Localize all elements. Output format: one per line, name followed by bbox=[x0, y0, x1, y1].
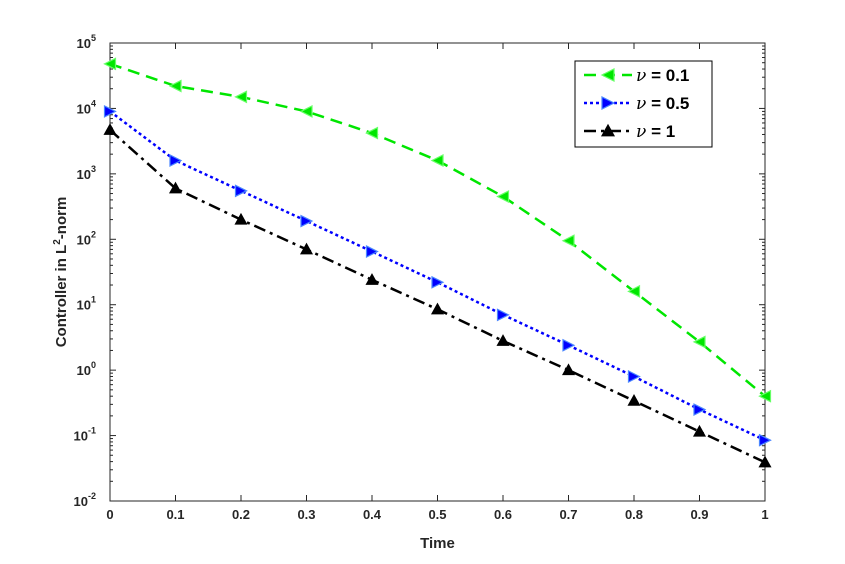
x-tick-label: 0.2 bbox=[232, 507, 250, 522]
legend-entry: ν = 1 bbox=[584, 122, 675, 142]
data-point bbox=[562, 338, 576, 352]
data-point bbox=[496, 190, 510, 204]
data-point bbox=[234, 212, 248, 225]
data-point bbox=[692, 335, 706, 349]
data-point bbox=[627, 284, 641, 298]
data-point bbox=[234, 184, 248, 198]
data-point bbox=[299, 242, 314, 255]
data-point bbox=[103, 104, 117, 118]
y-tick-label: 104 bbox=[77, 98, 96, 116]
data-point bbox=[168, 181, 183, 194]
x-tick-label: 0 bbox=[106, 507, 113, 522]
x-tick-label: 0.7 bbox=[559, 507, 577, 522]
x-tick-label: 0.4 bbox=[363, 507, 382, 522]
data-point bbox=[234, 90, 248, 104]
data-point bbox=[758, 433, 772, 447]
data-point bbox=[430, 154, 444, 167]
legend-entry: ν = 0.1 bbox=[584, 66, 689, 86]
data-point bbox=[496, 334, 510, 346]
y-tick-label: 10-2 bbox=[74, 491, 96, 509]
series-2 bbox=[103, 104, 772, 447]
x-tick-label: 0.3 bbox=[297, 507, 315, 522]
data-point bbox=[758, 389, 772, 403]
data-point bbox=[365, 126, 379, 140]
data-point bbox=[300, 214, 314, 228]
y-axis-label: Controller in L2-norm bbox=[52, 197, 70, 348]
legend-entries: ν = 0.1 ν = 0.5 ν = 1 bbox=[584, 66, 689, 142]
data-point bbox=[103, 57, 117, 71]
y-tick-label: 103 bbox=[77, 164, 96, 182]
x-tick-label: 0.9 bbox=[690, 507, 708, 522]
legend-marker bbox=[600, 123, 616, 137]
series-line bbox=[109, 110, 766, 442]
data-point bbox=[169, 154, 183, 167]
data-point bbox=[561, 363, 576, 376]
y-tick-label: 10-1 bbox=[74, 426, 96, 444]
legend-entry: ν = 0.5 bbox=[584, 94, 689, 114]
axis-ticks: 0 0.1 0.2 0.3 0.4 0.5 0.6 0.7 0.8 0.9 1 10-2 10-1 100… bbox=[74, 33, 769, 522]
data-point bbox=[431, 275, 445, 289]
y-tick-label: 100 bbox=[77, 360, 96, 378]
x-tick-label: 0.8 bbox=[625, 507, 643, 522]
x-tick-label: 0.1 bbox=[166, 507, 184, 522]
x-tick-label: 1 bbox=[761, 507, 768, 522]
legend-label: ν = 1 bbox=[636, 122, 675, 142]
legend-label: ν = 0.5 bbox=[636, 94, 689, 114]
series-3 bbox=[103, 123, 772, 468]
x-tick-label: 0.5 bbox=[428, 507, 446, 522]
y-tick-label: 105 bbox=[77, 33, 96, 51]
data-point bbox=[365, 273, 379, 285]
y-axis-label-superscript: 2 bbox=[52, 239, 63, 245]
data-point bbox=[758, 455, 772, 468]
legend-marker bbox=[600, 68, 615, 82]
series-group bbox=[103, 57, 772, 468]
y-tick-label: 101 bbox=[77, 295, 96, 313]
legend-label: ν = 0.1 bbox=[636, 66, 689, 86]
data-point bbox=[693, 403, 707, 417]
x-tick-label: 0.6 bbox=[494, 507, 512, 522]
legend: ν = 0.1 ν = 0.5 ν = 1 bbox=[574, 60, 713, 148]
data-point bbox=[365, 245, 379, 258]
data-point bbox=[103, 123, 117, 135]
data-point bbox=[430, 302, 445, 315]
x-axis-label: Time bbox=[420, 535, 455, 552]
y-tick-label: 102 bbox=[77, 229, 96, 247]
data-point bbox=[299, 104, 313, 118]
data-point bbox=[561, 234, 575, 248]
legend-marker bbox=[601, 96, 616, 110]
data-point bbox=[627, 370, 641, 383]
data-point bbox=[496, 308, 510, 322]
data-point bbox=[168, 79, 182, 93]
data-point bbox=[627, 394, 641, 406]
data-point bbox=[692, 424, 707, 437]
y-axis-label-main: Controller in L bbox=[53, 245, 70, 348]
series-1 bbox=[103, 57, 772, 403]
y-axis-label-suffix: -norm bbox=[53, 197, 70, 240]
